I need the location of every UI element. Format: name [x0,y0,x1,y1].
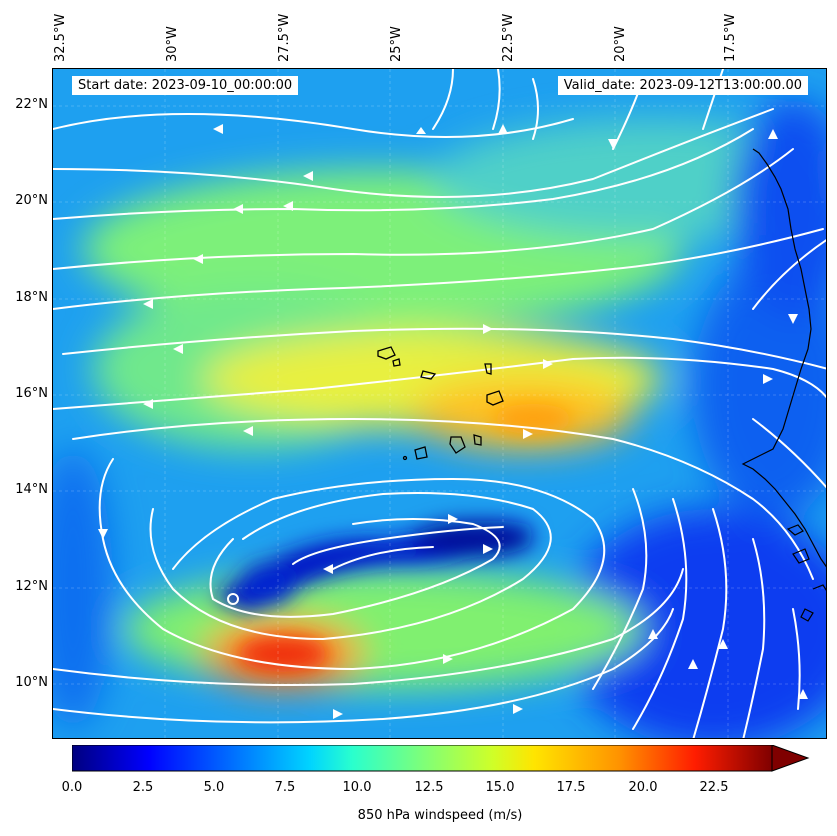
streamline-arrows [98,124,808,719]
windspeed-field-shading [53,99,826,738]
lon-label: 20°W [613,26,628,62]
colorbar-tick: 0.0 [61,780,83,795]
lon-label: 22.5°W [501,13,516,62]
african-coastline [741,148,826,622]
colorbar-tick: 20.0 [628,780,658,795]
cabo-verde-islands [377,346,504,461]
start-date-label: Start date: 2023-09-10_00:00:00 [72,76,299,95]
windspeed-map [53,69,826,738]
colorbar-tick: 7.5 [274,780,296,795]
valid-date-label: Valid_date: 2023-09-12T13:00:00.00 [557,76,808,95]
colorbar-tick: 15.0 [485,780,515,795]
colorbar-tick: 2.5 [132,780,154,795]
lon-label: 25°W [389,26,404,62]
colorbar-tick: 10.0 [342,780,372,795]
vortex-center [227,593,239,605]
lat-label: 20°N [15,193,48,208]
lon-label: 32.5°W [53,13,68,62]
colorbar-tick: 17.5 [556,780,586,795]
colorbar-tick: 12.5 [414,780,444,795]
lon-label: 27.5°W [277,13,292,62]
lat-label: 12°N [15,579,48,594]
colorbar-tick: 22.5 [699,780,729,795]
lat-label: 14°N [15,482,48,497]
map-panel [52,68,827,739]
colorbar-gradient [72,745,773,772]
lat-label: 22°N [15,97,48,112]
colorbar-title: 850 hPa windspeed (m/s) [357,808,523,823]
colorbar-tick: 5.0 [203,780,225,795]
lat-label: 16°N [15,386,48,401]
lat-label: 18°N [15,290,48,305]
streamlines [53,69,826,738]
lon-label: 30°W [165,26,180,62]
lon-label: 17.5°W [723,13,738,62]
graticule [53,69,826,738]
colorbar [72,745,810,772]
lat-label: 10°N [15,675,48,690]
colorbar-extend-arrow [771,745,810,772]
